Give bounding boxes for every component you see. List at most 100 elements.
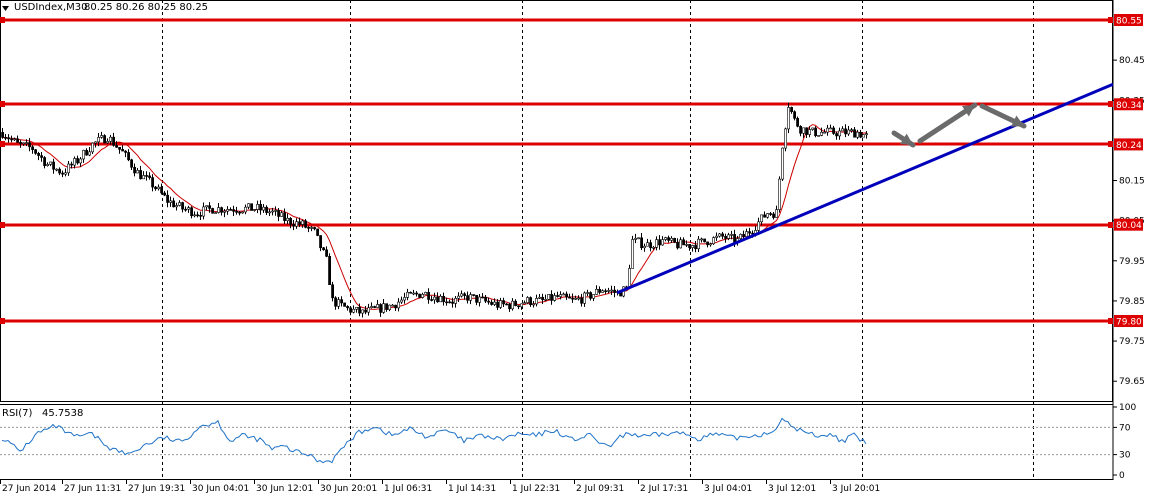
candle-body xyxy=(682,239,686,246)
level-label-box xyxy=(1114,138,1143,151)
candle-body xyxy=(175,205,179,208)
candle-body xyxy=(478,296,482,303)
candle-body xyxy=(82,149,86,160)
candle-body xyxy=(367,307,371,313)
price-tick-label: 80.15 xyxy=(1119,177,1145,187)
candle-body xyxy=(316,228,320,236)
level-label-box xyxy=(1114,315,1143,327)
price-tick-label: 79.75 xyxy=(1119,337,1145,347)
candle-body xyxy=(7,137,11,140)
time-tick-label: 3 Jul 04:01 xyxy=(704,484,752,494)
candle-body xyxy=(190,207,194,217)
time-tick-label: 2 Jul 17:31 xyxy=(640,484,688,494)
candle-body xyxy=(745,231,749,237)
level-handle xyxy=(1108,222,1113,228)
candle-body xyxy=(832,127,836,134)
candle-body xyxy=(595,288,599,295)
candle-body xyxy=(784,128,788,149)
candle-body xyxy=(124,150,128,153)
candle-body xyxy=(454,298,458,304)
candle-body xyxy=(655,239,659,248)
candle-body xyxy=(40,155,44,158)
time-tick-label: 27 Jun 19:31 xyxy=(128,484,185,494)
candle-body xyxy=(559,294,563,297)
candle-body xyxy=(85,149,89,156)
candle-body xyxy=(76,158,80,164)
time-tick-label: 30 Jun 04:01 xyxy=(192,484,249,494)
candle-body xyxy=(430,299,434,301)
candle-body xyxy=(640,237,644,249)
candle-body xyxy=(592,294,596,299)
candle-body xyxy=(1,132,5,138)
candle-body xyxy=(160,186,164,194)
candle-body xyxy=(523,302,527,305)
rsi-axis-ticks: 100 70 30 0 xyxy=(1113,403,1136,481)
candle-body xyxy=(121,149,125,152)
candle-body xyxy=(526,297,530,304)
candle-body xyxy=(73,158,77,166)
level-handle xyxy=(1108,17,1113,23)
price-level-labels: 80.55 80.34 80.24 80.04 79.80 xyxy=(1114,14,1143,328)
rsi-label: RSI(7) xyxy=(2,408,33,419)
candle-body xyxy=(295,221,299,227)
candle-body xyxy=(106,141,110,144)
candle-body xyxy=(406,291,410,298)
candle-body xyxy=(223,210,227,213)
candle-body xyxy=(433,296,437,301)
candle-body xyxy=(541,296,545,300)
level-handle xyxy=(0,222,5,228)
candle-body xyxy=(646,242,650,247)
candle-body xyxy=(667,237,671,241)
candle-body xyxy=(43,157,47,166)
candle-body xyxy=(490,301,494,305)
candle-body xyxy=(811,127,815,130)
candle-body xyxy=(739,234,743,239)
candle-body xyxy=(145,175,149,177)
candle-body xyxy=(532,303,536,306)
level-label-box xyxy=(1114,14,1143,26)
candle-body xyxy=(799,125,803,134)
candle-body xyxy=(658,239,662,246)
candle-body xyxy=(334,297,338,307)
price-levels xyxy=(0,17,1113,324)
candle-body xyxy=(469,294,473,301)
candle-body xyxy=(127,152,131,161)
candle-body xyxy=(460,293,464,297)
rsi-tick-label: 70 xyxy=(1119,423,1131,433)
candle-body xyxy=(241,211,245,214)
candle-body xyxy=(112,136,116,146)
candle-body xyxy=(535,298,539,305)
arrow-head xyxy=(900,133,913,145)
candle-body xyxy=(796,118,800,127)
candle-body xyxy=(16,138,20,143)
dropdown-triangle-icon[interactable] xyxy=(2,6,9,11)
candle-body xyxy=(403,297,407,301)
candle-body xyxy=(4,137,8,139)
level-handle xyxy=(0,141,5,147)
candle-body xyxy=(205,205,209,208)
candle-body xyxy=(580,297,584,304)
candle-body xyxy=(391,304,395,307)
ohlc-readout: 80.25 80.26 80.25 80.25 xyxy=(84,2,208,13)
candle-body xyxy=(388,304,392,310)
candle-body xyxy=(10,138,14,141)
candle-body xyxy=(484,296,488,302)
candle-body xyxy=(400,299,404,303)
candle-body xyxy=(118,146,122,150)
candle-body xyxy=(226,209,230,212)
candle-body xyxy=(538,296,542,299)
candle-body xyxy=(268,211,272,214)
candle-body xyxy=(22,142,26,145)
candle-body xyxy=(349,307,353,313)
candle-body xyxy=(520,303,524,308)
candle-body xyxy=(25,142,29,144)
candle-body xyxy=(838,130,842,137)
candle-body xyxy=(343,302,347,307)
time-tick-label: 1 Jul 06:31 xyxy=(384,484,432,494)
candle-body xyxy=(271,210,275,213)
candles xyxy=(1,102,869,318)
candle-body xyxy=(661,239,665,246)
candle-body xyxy=(487,300,491,303)
candle-body xyxy=(562,293,566,296)
candle-body xyxy=(445,301,449,304)
